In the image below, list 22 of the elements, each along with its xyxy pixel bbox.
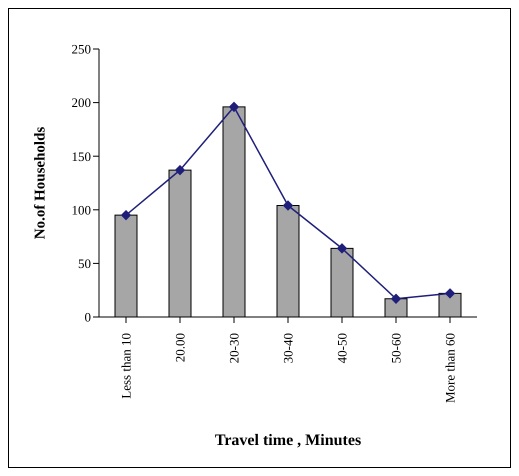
x-tick-label: 40-50: [334, 333, 350, 364]
x-tick-label: Less than 10: [118, 333, 134, 399]
point: [229, 102, 239, 112]
x-tick-label: 30-40: [280, 333, 296, 364]
point: [175, 165, 185, 176]
x-tick-label: 20-30: [226, 333, 242, 364]
point: [391, 294, 401, 304]
point: [283, 200, 293, 211]
point: [337, 243, 347, 254]
y-axis-title: No.of Households: [32, 126, 48, 240]
y-tick-label: 250: [72, 42, 91, 57]
y-tick-label: 200: [72, 95, 91, 110]
x-tick-label: 50-60: [388, 333, 404, 364]
y-tick-label: 50: [78, 256, 91, 272]
y-tick-label: 0: [84, 310, 91, 325]
x-tick-label: More than 60: [442, 333, 458, 404]
point: [121, 210, 131, 220]
y-tick-label: 100: [72, 202, 91, 218]
x-axis-title: Travel time , Minutes: [214, 432, 362, 449]
x-tick-label: 20.00: [172, 333, 188, 362]
y-tick-label: 150: [72, 148, 91, 164]
point: [445, 288, 455, 298]
